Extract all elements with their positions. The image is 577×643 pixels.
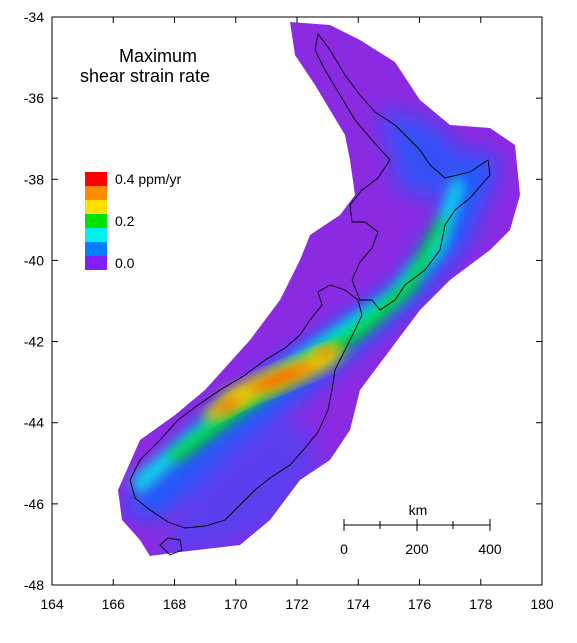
title-line-2: shear strain rate [80, 66, 210, 86]
title-line-1: Maximum [119, 46, 197, 66]
scale-bar: km 0 200 400 [340, 502, 502, 557]
x-axis: 164 166 168 170 172 174 176 178 180 [40, 17, 554, 612]
coastline [129, 32, 491, 556]
x-tick-label: 176 [408, 596, 432, 612]
x-tick-label: 174 [347, 596, 371, 612]
x-tick-label: 172 [285, 596, 309, 612]
y-tick-label: -34 [24, 9, 44, 25]
y-tick-label: -38 [24, 171, 44, 187]
legend-swatch [85, 214, 107, 228]
legend-swatch [85, 200, 107, 214]
x-tick-label: 168 [163, 596, 187, 612]
x-tick-label: 180 [530, 596, 554, 612]
y-tick-label: -42 [24, 334, 44, 350]
legend-swatch [85, 172, 107, 186]
color-legend: 0.4 ppm/yr 0.2 0.0 [85, 171, 181, 271]
scale-bar-label-400: 400 [478, 541, 502, 557]
legend-swatch [85, 256, 107, 270]
y-tick-label: -40 [24, 252, 44, 268]
x-tick-label: 178 [469, 596, 493, 612]
legend-label: 0.2 [115, 213, 135, 229]
scale-bar-unit: km [409, 502, 428, 518]
x-tick-label: 166 [102, 596, 126, 612]
legend-label: 0.0 [115, 255, 135, 271]
y-tick-label: -36 [24, 90, 44, 106]
y-tick-label: -48 [24, 577, 44, 593]
y-tick-label: -44 [24, 415, 44, 431]
y-tick-label: -46 [24, 496, 44, 512]
legend-swatch [85, 228, 107, 242]
x-tick-label: 170 [224, 596, 248, 612]
y-axis: -34 -36 -38 -40 -42 -44 -46 -48 [24, 9, 542, 593]
x-tick-label: 164 [40, 596, 64, 612]
scale-bar-label-200: 200 [405, 541, 429, 557]
legend-swatch [85, 242, 107, 256]
scale-bar-label-0: 0 [340, 541, 348, 557]
legend-swatch [85, 186, 107, 200]
legend-label: 0.4 ppm/yr [115, 171, 181, 187]
